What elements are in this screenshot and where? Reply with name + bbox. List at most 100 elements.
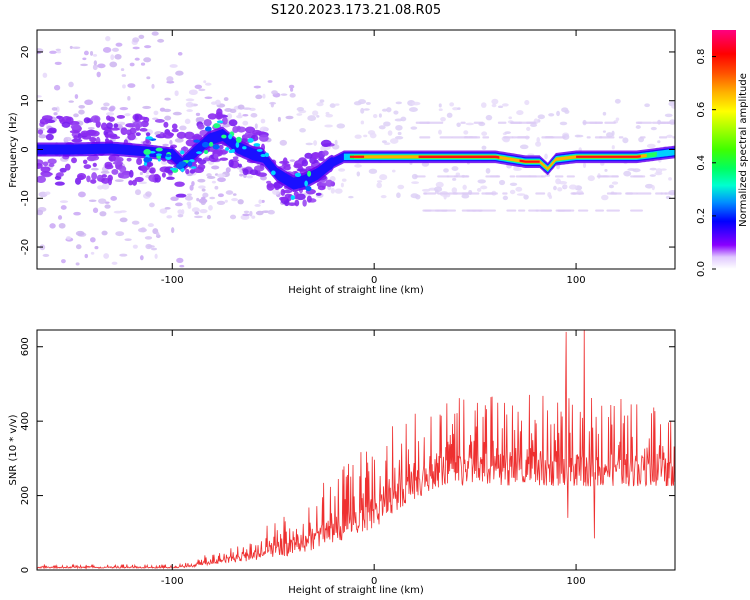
noise-blob [198,185,206,189]
noise-blob [57,215,63,220]
noise-streak [419,136,431,139]
noise-blob [372,113,378,119]
hot-spot [145,136,153,140]
signal-blob [242,168,249,176]
noise-blob [435,181,444,188]
noise-streak [625,192,638,195]
hot-spot [270,170,276,176]
noise-blob [166,76,174,82]
noise-blob [90,167,99,171]
noise-blob [203,80,207,84]
noise-blob [526,126,531,132]
hot-spot [143,161,148,166]
noise-streak [437,175,450,178]
noise-blob [440,117,446,122]
noise-blob [144,236,153,240]
hot-spot [264,152,270,158]
noise-blob [246,175,253,179]
signal-blob [185,139,196,147]
noise-blob [386,107,392,113]
signal-blob [281,163,291,167]
noise-streak [446,175,458,178]
noise-streak [460,121,466,124]
hot-spot [225,147,230,151]
noise-blob [243,210,250,214]
signal-blob [54,175,62,181]
hot-spot [304,180,308,187]
noise-blob [477,179,487,184]
noise-blob [523,194,529,200]
hot-spot [169,167,177,171]
noise-blob [279,139,288,146]
signal-blob [325,179,334,187]
noise-blob [391,169,396,173]
noise-blob [38,134,47,139]
noise-blob [97,185,104,190]
noise-blob [174,90,179,97]
signal-blob [279,196,288,201]
noise-blob [59,200,69,204]
signal-blob [302,199,307,207]
signal-blob [71,138,83,143]
noise-blob [100,106,108,111]
signal-blob [215,111,223,120]
signal-blob [161,172,166,178]
noise-blob [132,244,138,249]
signal-blob [218,144,224,150]
noise-blob [485,167,491,174]
noise-blob [89,51,94,56]
noise-blob [73,211,81,216]
snr-frame [36,329,676,571]
noise-blob [516,110,524,116]
signal-blob [139,128,148,132]
noise-blob [238,112,242,117]
signal-blob [37,129,44,135]
figure-title: S120.2023.173.21.08.R05 [271,3,441,18]
noise-blob [271,90,278,95]
noise-streak [664,192,675,195]
noise-blob [202,192,209,198]
signal-blob [185,168,190,175]
signal-blob [287,202,297,206]
colorbar-label: Normalized spectral amplitude [738,73,749,227]
hot-spot [196,151,203,155]
noise-streak [599,136,615,139]
noise-streak [566,175,575,178]
noise-blob [53,112,58,116]
signal-blob [48,127,57,134]
x-tick-label: 100 [567,576,586,587]
noise-blob [360,107,365,114]
noise-blob [451,187,458,194]
noise-streak [461,192,473,195]
noise-streak [639,121,653,124]
noise-blob [242,107,252,110]
noise-blob [177,52,183,56]
signal-blob [108,116,115,122]
signal-blob [37,162,43,169]
noise-blob [97,63,106,69]
signal-blob [175,193,187,198]
noise-blob [365,101,371,105]
noise-blob [249,210,253,217]
colorbar-tick-label: 0.8 [696,49,707,65]
noise-blob [119,253,128,257]
noise-blob [115,231,125,237]
signal-blob [222,117,228,125]
signal-blob [88,130,100,137]
noise-blob [668,177,672,181]
noise-blob [88,199,97,203]
noise-blob [145,191,152,197]
noise-blob [397,131,402,136]
signal-blob [174,181,185,187]
noise-blob [330,187,335,194]
signal-blob [77,133,82,140]
signal-blob [287,194,292,202]
signal-blob [111,169,119,175]
noise-blob [389,138,399,144]
colorbar: 0.0 0.2 0.4 0.6 0.8 Normalized spectral ampl… [696,30,749,277]
signal-blob [83,164,92,169]
noise-blob [289,159,296,162]
noise-streak [423,192,437,195]
noise-blob [261,199,265,203]
noise-blob [114,179,124,183]
